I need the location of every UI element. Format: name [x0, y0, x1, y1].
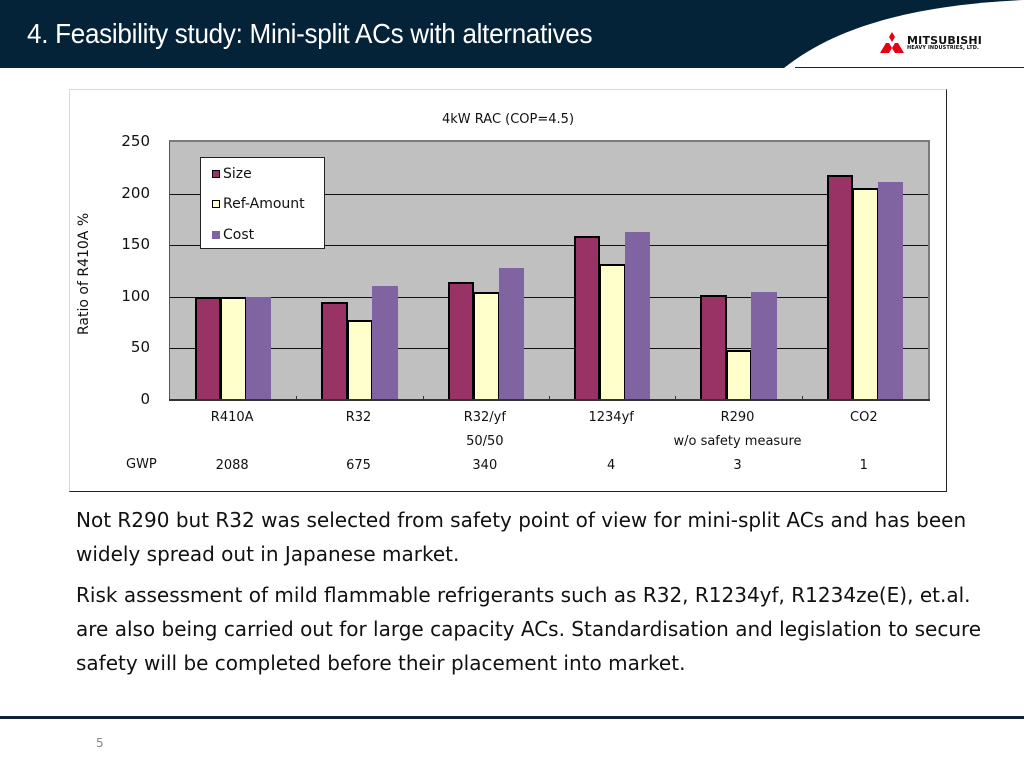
y-tick-label: 200	[121, 183, 150, 202]
bar-size-r410a	[194, 296, 222, 400]
company-logo: MITSUBISHI HEAVY INDUSTRIES, LTD.	[880, 32, 982, 54]
y-tick-label: 0	[140, 390, 150, 408]
bar-size-r32	[321, 301, 348, 400]
bar-ref-amount-1234yf	[599, 263, 626, 400]
x-tick-mark	[296, 396, 298, 400]
gwp-value: 3	[733, 458, 742, 473]
bar-ref-amount-co2	[852, 188, 879, 400]
category-label: R410A	[210, 410, 254, 425]
gridline	[170, 348, 928, 350]
legend-item-ref-amount: Ref-Amount	[212, 196, 305, 212]
gridline	[170, 296, 928, 298]
gridline	[170, 245, 928, 247]
x-axis	[169, 399, 930, 401]
page-number: 5	[96, 736, 104, 750]
bar-chart: 4kW RAC (COP=4.5) Ratio of R410A % 0 50 10…	[69, 89, 947, 492]
logo-subtitle: HEAVY INDUSTRIES, LTD.	[907, 45, 980, 51]
bar-size-r290	[700, 294, 727, 400]
three-diamonds-logo-icon	[880, 32, 904, 53]
legend-swatch-ref-amount	[212, 200, 220, 208]
category-label: R32/yf	[463, 410, 506, 425]
bar-cost-1234yf	[624, 231, 651, 400]
bar-ref-amount-r290	[725, 350, 753, 400]
paragraph-r32-selection: Not R290 but R32 was selected from safet…	[76, 508, 967, 566]
slide-header: 4. Feasibility study: Mini-split ACs wit…	[0, 0, 1024, 68]
bar-size-co2	[826, 175, 854, 400]
x-tick-mark	[422, 396, 424, 400]
bar-ref-amount-r410a	[220, 296, 247, 400]
gwp-value: 4	[607, 458, 616, 473]
gwp-value: 675	[346, 458, 371, 473]
chart-title: 4kW RAC (COP=4.5)	[441, 112, 575, 127]
slide-body: Not R290 but R32 was selected from safet…	[76, 503, 996, 687]
bar-ref-amount-r32	[346, 319, 374, 400]
y-tick-label: 100	[121, 286, 150, 305]
y-axis-label: Ratio of R410A %	[76, 212, 92, 335]
gwp-value: 2088	[215, 458, 249, 473]
slide-title: 4. Feasibility study: Mini-split ACs wit…	[27, 18, 593, 49]
bar-cost-r410a	[245, 296, 272, 400]
paragraph-risk-assessment: Risk assessment of mild flammable refrig…	[76, 583, 982, 675]
legend-item-size: Size	[212, 166, 252, 182]
category-sublabel: w/o safety measure	[673, 434, 802, 449]
bar-size-r32-yf	[447, 282, 475, 400]
bar-cost-r290	[751, 291, 777, 400]
bar-ref-amount-r32-yf	[473, 291, 500, 400]
legend-swatch-cost	[212, 231, 220, 239]
chart-legend: Size Ref-Amount Cost	[200, 157, 325, 249]
gwp-row-label: GWP	[126, 457, 157, 472]
x-tick-mark	[675, 396, 677, 400]
category-label: 1234yf	[588, 410, 634, 425]
legend-swatch-size	[212, 170, 220, 178]
y-tick-label: 50	[130, 338, 150, 357]
category-label: R290	[720, 410, 755, 425]
bar-cost-r32-yf	[498, 267, 525, 400]
plot-area: Size Ref-Amount Cost	[169, 140, 930, 400]
x-tick-mark	[549, 396, 550, 400]
bar-cost-r32	[372, 286, 398, 400]
gwp-value: 340	[472, 458, 498, 473]
gwp-value: 1	[859, 458, 868, 473]
bar-cost-co2	[877, 182, 904, 400]
footer-divider	[0, 716, 1024, 719]
header-divider	[795, 67, 1024, 68]
gridline	[170, 193, 928, 195]
category-label: R32	[345, 410, 372, 425]
category-label: CO2	[850, 410, 878, 425]
category-sublabel: 50/50	[466, 434, 504, 449]
y-tick-label: 150	[121, 235, 150, 254]
bar-size-1234yf	[573, 235, 601, 400]
y-tick-label: 250	[121, 132, 150, 150]
header-white-swoosh	[784, 0, 1024, 68]
x-tick-mark	[801, 396, 803, 400]
legend-item-cost: Cost	[212, 227, 254, 243]
logo-wordmark: MITSUBISHI	[907, 34, 983, 47]
